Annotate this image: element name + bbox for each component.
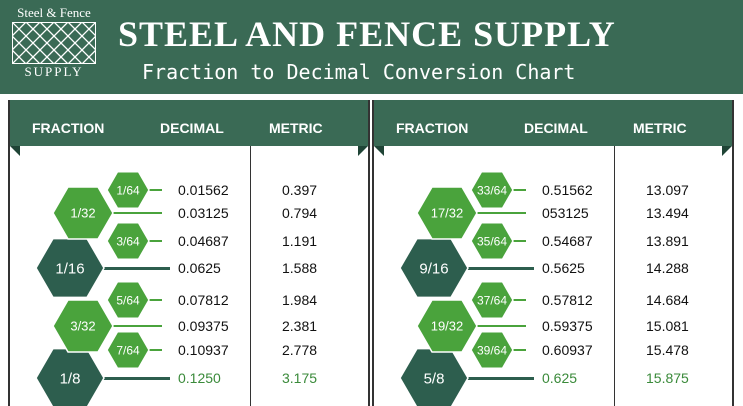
decimal-value: 0.04687 xyxy=(178,233,229,249)
column-header-metric: METRIC xyxy=(633,120,687,136)
metric-value: 13.891 xyxy=(646,233,689,249)
metric-value: 13.494 xyxy=(646,205,689,221)
leader-line xyxy=(434,267,534,270)
column-divider xyxy=(250,146,251,406)
table-header: FRACTION DECIMAL METRIC xyxy=(374,100,732,146)
column-header-fraction: FRACTION xyxy=(396,120,469,136)
fraction-label: 37/64 xyxy=(477,293,507,307)
decimal-value: 0.59375 xyxy=(542,318,593,334)
metric-value: 14.288 xyxy=(646,260,689,276)
fraction-label: 3/32 xyxy=(70,319,95,334)
metric-value: 2.381 xyxy=(282,318,318,334)
decimal-value: 0.5625 xyxy=(542,260,585,276)
metric-value: 15.081 xyxy=(646,318,689,334)
metric-value: 1.588 xyxy=(282,260,318,276)
column-header-metric: METRIC xyxy=(269,120,323,136)
column-header-decimal: DECIMAL xyxy=(524,120,588,136)
fraction-hexagon xyxy=(470,281,514,319)
fraction-hexagon xyxy=(416,299,478,353)
company-logo: Steel & Fence SUPPLY xyxy=(8,6,100,86)
hex-markers: 9/16 5/8 17/32 19/32 33/64 35/64 37/64 39/64 xyxy=(399,171,534,406)
decimal-value: 0.60937 xyxy=(542,342,593,358)
metric-value: 1.191 xyxy=(282,233,318,249)
leader-line xyxy=(70,377,170,380)
table-header: FRACTION DECIMAL METRIC xyxy=(10,100,368,146)
fraction-hexagon xyxy=(106,281,150,319)
decimal-value: 0.625 xyxy=(542,370,578,386)
fraction-hexagon xyxy=(106,171,150,209)
metric-value: 1.984 xyxy=(282,292,318,308)
fraction-label: 35/64 xyxy=(477,234,507,248)
leader-line xyxy=(70,267,170,270)
metric-value: 3.175 xyxy=(282,370,318,386)
leader-line xyxy=(83,325,162,327)
fraction-label: 9/16 xyxy=(419,260,448,277)
fraction-label: 5/64 xyxy=(116,293,140,307)
logo-top-text: Steel & Fence xyxy=(17,5,91,20)
decimal-value: 0.09375 xyxy=(178,318,229,334)
fraction-hexagon xyxy=(106,331,150,369)
conversion-table-right: FRACTION DECIMAL METRIC 9/16 5/8 17/32 19/3… xyxy=(372,100,734,406)
decimal-value: 0.51562 xyxy=(542,182,593,198)
fraction-hexagon xyxy=(106,222,150,260)
decimal-value: 0.07812 xyxy=(178,292,229,308)
fraction-label: 19/32 xyxy=(431,319,464,334)
decimal-value: 0.54687 xyxy=(542,233,593,249)
fraction-label: 39/64 xyxy=(477,343,507,357)
decimal-value: 0.03125 xyxy=(178,205,229,221)
fraction-hexagon xyxy=(470,222,514,260)
metric-value: 15.875 xyxy=(646,370,689,386)
metric-value: 13.097 xyxy=(646,182,689,198)
logo-bottom-text: SUPPLY xyxy=(24,64,84,79)
chain-link-fence-icon xyxy=(12,22,96,64)
fraction-label: 1/64 xyxy=(116,183,140,197)
decimal-value: 0.1250 xyxy=(178,370,221,386)
page-header: Steel & Fence SUPPLY STEEL AND FENCE SUP… xyxy=(0,0,743,94)
decimal-value: 0.10937 xyxy=(178,342,229,358)
metric-value: 14.684 xyxy=(646,292,689,308)
decimal-value: 053125 xyxy=(542,205,589,221)
leader-line xyxy=(434,377,534,380)
column-header-decimal: DECIMAL xyxy=(160,120,224,136)
metric-value: 2.778 xyxy=(282,342,318,358)
fraction-hexagon xyxy=(52,299,114,353)
fraction-label: 1/32 xyxy=(70,206,95,221)
hex-markers: 1/16 1/8 1/32 3/32 1/64 3/64 5/64 7/64 xyxy=(35,171,170,406)
metric-value: 0.794 xyxy=(282,205,318,221)
metric-value: 15.478 xyxy=(646,342,689,358)
fraction-hexagon xyxy=(416,186,478,240)
conversion-table-left: FRACTION DECIMAL METRIC 1/16 1/8 1/32 3/32 1… xyxy=(8,100,370,406)
fraction-hexagon xyxy=(470,331,514,369)
column-divider xyxy=(614,146,615,406)
column-header-fraction: FRACTION xyxy=(32,120,105,136)
header-fold-right xyxy=(358,146,368,156)
decimal-value: 0.0625 xyxy=(178,260,221,276)
page-subtitle: Fraction to Decimal Conversion Chart xyxy=(142,60,576,84)
decimal-value: 0.57812 xyxy=(542,292,593,308)
leader-line xyxy=(447,325,526,327)
fraction-label: 7/64 xyxy=(116,343,140,357)
fraction-label: 3/64 xyxy=(116,234,140,248)
fraction-label: 5/8 xyxy=(424,370,445,387)
header-fold-right xyxy=(722,146,732,156)
fraction-hexagon xyxy=(52,186,114,240)
decimal-value: 0.01562 xyxy=(178,182,229,198)
leader-line xyxy=(83,212,162,214)
fraction-label: 17/32 xyxy=(431,206,464,221)
fraction-hexagon xyxy=(470,171,514,209)
header-fold-left xyxy=(10,146,20,156)
header-fold-left xyxy=(374,146,384,156)
leader-line xyxy=(447,212,526,214)
fraction-label: 1/8 xyxy=(60,370,81,387)
fraction-label: 1/16 xyxy=(55,260,84,277)
metric-value: 0.397 xyxy=(282,182,318,198)
page-title: STEEL AND FENCE SUPPLY xyxy=(118,14,616,54)
fraction-label: 33/64 xyxy=(477,183,507,197)
